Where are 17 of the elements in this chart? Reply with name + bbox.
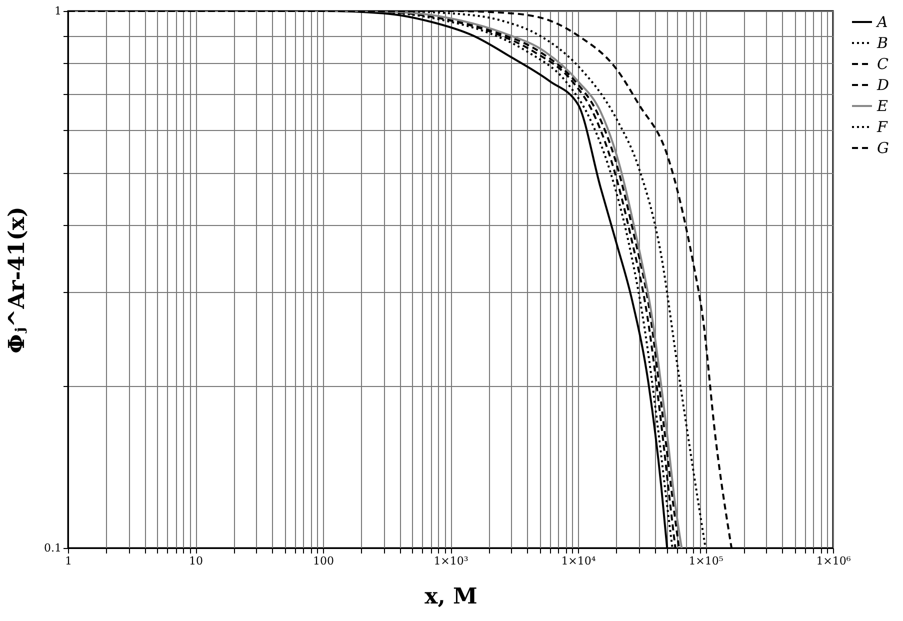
- x-tick-label: 1×10⁵: [688, 554, 724, 568]
- x-tick-label: 1×10⁶: [816, 554, 852, 568]
- legend-label: A: [875, 13, 888, 31]
- legend-label: C: [877, 55, 889, 73]
- legend-label: G: [877, 139, 889, 157]
- legend-label: E: [876, 97, 888, 115]
- y-tick-label: 0.1: [44, 542, 62, 554]
- x-tick-label: 100: [313, 554, 334, 568]
- x-tick-label: 10: [189, 554, 203, 568]
- x-tick-label: 1: [65, 554, 72, 568]
- x-tick-label: 1×10⁴: [561, 554, 596, 568]
- legend-label: B: [876, 34, 888, 52]
- x-axis-title: x, M: [424, 584, 478, 610]
- legend-label: F: [876, 118, 888, 136]
- legend-label: D: [876, 76, 890, 94]
- x-tick-label: 1×10³: [434, 554, 468, 568]
- y-axis-title: Φⱼ^Ar-41(x): [4, 206, 30, 354]
